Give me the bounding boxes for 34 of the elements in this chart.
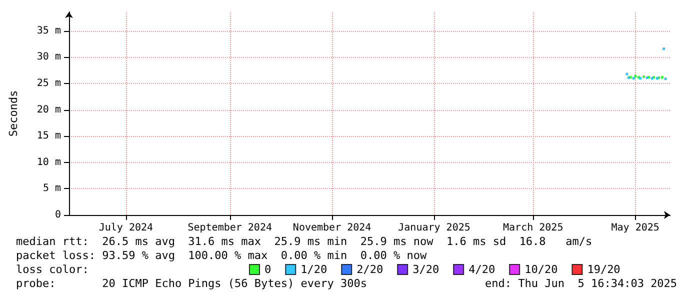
text: probe: 20 ICMP Echo Pings (56 Bytes) every 300s [16,277,367,290]
y-tick-label: 20 m [36,104,61,116]
text: packet loss: 93.59 % avg 100.00 % max 0.00 % min 0.00 % now [16,249,427,262]
x-tick-label: March 2025 [503,222,564,234]
x-tick-label: January 2025 [398,222,470,234]
point [642,75,645,78]
legend-label: 4/20 [468,263,496,276]
legend-label: 0 [264,263,272,276]
y-tick-label: 15 m [36,130,61,142]
y-tick-label: 25 m [36,78,61,90]
point [632,77,635,80]
point [626,72,628,76]
x-tick-label: July 2024 [98,222,154,234]
point [634,74,637,78]
y-tick-label: 30 m [36,52,61,63]
legend-label: 2/20 [356,263,384,276]
text: end: Thu Jun 5 16:34:03 2025 [485,277,678,290]
x-tick-label: November 2024 [292,222,372,234]
y-tick-label: 10 m [36,156,61,168]
y-tick-label: 0 [54,210,61,220]
legend-label: 3/20 [412,263,440,276]
point [660,76,664,78]
point [664,78,667,80]
point [662,48,666,50]
text: median rtt: 26.5 ms avg 31.6 ms max 25.9 ms min 25.9 ms now 1.6 ms sd 16.8 am/s [16,235,592,248]
legend-title: loss color: [16,263,89,276]
legend-label: 19/20 [587,263,620,276]
x-tick-label: May 2025 [611,222,660,234]
x-tick-label: September 2024 [188,222,272,234]
y-tick-label: 35 m [36,25,61,36]
y-tick-label: 5 m [42,183,61,194]
legend-label: 10/20 [524,263,558,276]
legend-label: 1/20 [300,263,328,276]
y-axis-title: Seconds [7,90,20,137]
